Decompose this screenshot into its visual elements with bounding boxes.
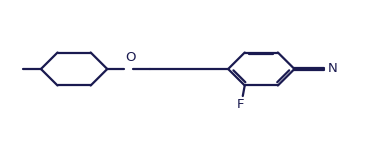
Text: F: F [237,98,245,111]
Text: O: O [126,51,136,64]
Text: N: N [328,63,337,75]
